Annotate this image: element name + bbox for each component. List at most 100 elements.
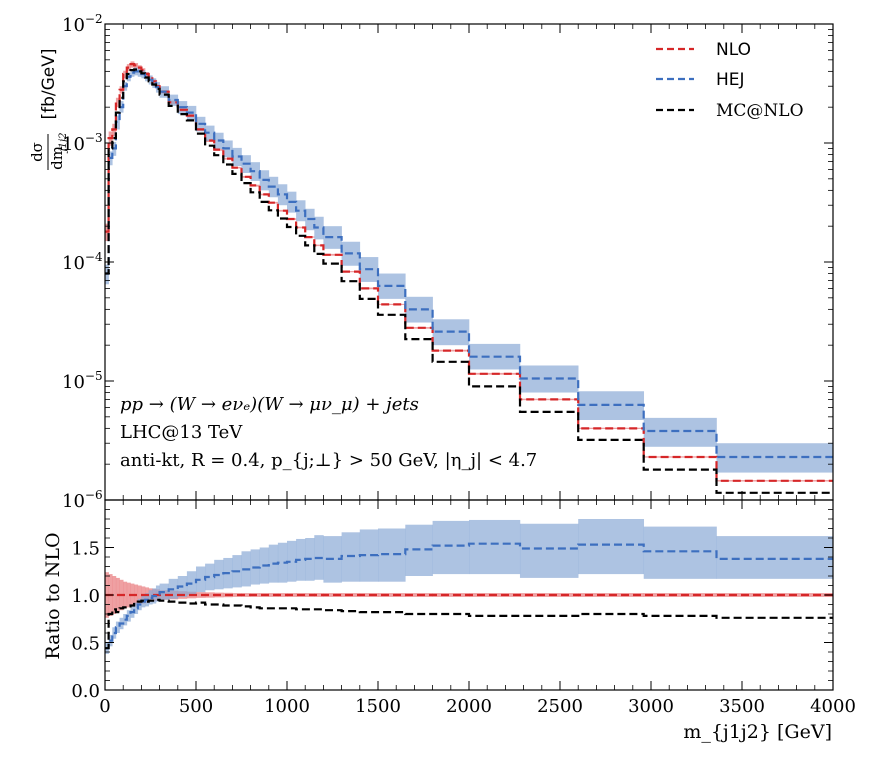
ratio-y-tick-label: 1.5 bbox=[71, 539, 100, 560]
main-band-nlo bbox=[378, 303, 406, 306]
ratio-band-hej bbox=[277, 542, 288, 583]
ylabel-denominator: dm bbox=[48, 146, 66, 170]
main-band-hej bbox=[137, 68, 142, 77]
main-y-tick-label: 10−3 bbox=[62, 131, 103, 155]
main-y-tick-label: 10−5 bbox=[62, 369, 103, 393]
annotation-jet-cuts: anti-kt, R = 0.4, p_{j;⊥} > 50 GeV, |η_j… bbox=[120, 450, 537, 471]
ratio-band-hej bbox=[205, 563, 215, 591]
ratio-band-nlo bbox=[277, 593, 288, 597]
x-axis-label-text: m_{j1j2} [GeV] bbox=[683, 721, 832, 743]
ratio-band-hej bbox=[155, 585, 160, 602]
main-band-hej bbox=[643, 417, 717, 447]
legend: NLO HEJ MC@NLO bbox=[656, 40, 804, 121]
main-y-axis: 10−6 10−5 10−4 10−3 10−2 bbox=[62, 12, 833, 512]
main-line-nlo bbox=[105, 62, 833, 482]
main-band-hej bbox=[250, 162, 260, 181]
ratio-band-nlo bbox=[112, 576, 117, 614]
main-band-nlo bbox=[296, 226, 306, 229]
main-band-nlo bbox=[115, 97, 120, 108]
ratio-band-hej bbox=[716, 536, 833, 579]
main-band-hej bbox=[232, 147, 242, 167]
main-y-tick-label: 10−4 bbox=[62, 250, 103, 274]
ratio-band-hej bbox=[134, 602, 139, 614]
x-tick-label: 4000 bbox=[810, 696, 856, 717]
ratio-band-nlo bbox=[241, 593, 251, 597]
main-band-hej bbox=[578, 391, 645, 421]
ratio-band-hej bbox=[126, 610, 131, 622]
ratio-band-hej bbox=[296, 538, 306, 581]
main-band-nlo bbox=[519, 398, 579, 401]
x-tick-label: 3000 bbox=[628, 696, 674, 717]
ratio-band-nlo bbox=[643, 593, 717, 597]
ratio-uncertainty-bands bbox=[105, 519, 833, 654]
annotations: pp → (W → eνₑ)(W → μν_μ) + jets LHC@13 T… bbox=[120, 394, 537, 471]
x-tick-label: 1000 bbox=[264, 696, 310, 717]
ratio-band-nlo bbox=[323, 593, 342, 597]
ratio-band-hej bbox=[115, 621, 120, 633]
main-band-nlo bbox=[341, 271, 361, 273]
ratio-band-hej bbox=[359, 529, 379, 582]
ratio-band-hej bbox=[196, 566, 206, 593]
main-band-hej bbox=[115, 115, 120, 130]
annotation-collider: LHC@13 TeV bbox=[120, 422, 243, 443]
main-band-hej bbox=[205, 125, 215, 141]
ratio-band-nlo bbox=[123, 581, 128, 609]
main-y-axis-label: dσ dm j1j2 [fb/GeV] bbox=[28, 48, 69, 170]
legend-label-nlo: NLO bbox=[716, 40, 751, 60]
ratio-line-hej bbox=[105, 542, 833, 650]
ratio-band-hej bbox=[643, 526, 717, 579]
ratio-band-hej bbox=[148, 590, 153, 605]
ylabel-unit: [fb/GeV] bbox=[39, 48, 59, 119]
ylabel-numerator: dσ bbox=[28, 142, 46, 162]
ratio-y-tick-label: 1.0 bbox=[71, 586, 100, 607]
x-axis-label: m_{j1j2} [GeV] bbox=[683, 721, 832, 743]
main-y-tick-label: 10−2 bbox=[62, 12, 103, 36]
main-uncertainty-bands bbox=[105, 61, 833, 482]
legend-entry-hej: HEJ bbox=[656, 70, 745, 90]
main-band-hej bbox=[168, 94, 179, 106]
ratio-band-hej bbox=[469, 519, 521, 575]
ratio-band-nlo bbox=[196, 592, 206, 598]
legend-entry-nlo: NLO bbox=[656, 40, 751, 60]
legend-label-hej: HEJ bbox=[716, 70, 745, 90]
ratio-line-mcnlo bbox=[105, 598, 833, 650]
main-band-nlo bbox=[323, 253, 342, 256]
ratio-band-hej bbox=[432, 520, 470, 575]
x-tick-label: 1500 bbox=[355, 696, 401, 717]
ratio-y-axis-label: Ratio to NLO bbox=[42, 532, 64, 659]
main-series-lines bbox=[105, 62, 833, 494]
ratio-x-axis: 0 500 1000 1500 2000 2500 3000 3500 4000 bbox=[99, 500, 856, 717]
ratio-band-nlo bbox=[314, 593, 324, 597]
main-y-tick-label: 10−6 bbox=[62, 488, 103, 512]
x-tick-label: 3500 bbox=[719, 696, 765, 717]
ratio-band-nlo bbox=[126, 582, 131, 608]
main-line-mcnlo bbox=[105, 68, 833, 494]
main-band-nlo bbox=[277, 209, 288, 212]
main-band-hej bbox=[314, 216, 324, 240]
x-tick-label: 0 bbox=[99, 696, 110, 717]
ratio-band-nlo bbox=[378, 593, 406, 597]
main-band-nlo bbox=[123, 70, 128, 79]
ratio-band-nlo bbox=[716, 593, 833, 597]
main-band-hej bbox=[152, 78, 157, 88]
ratio-panel: 0.0 0.5 1.0 1.5 0 500 1000 1500 2000 2500 3000 350… bbox=[42, 499, 856, 743]
main-band-nlo bbox=[314, 244, 324, 247]
legend-entry-mcatnlo: MC@NLO bbox=[656, 101, 804, 121]
legend-label-mcatnlo: MC@NLO bbox=[716, 101, 804, 121]
ratio-series-lines bbox=[105, 542, 833, 650]
main-x-ticks bbox=[104, 24, 834, 500]
ratio-band-nlo bbox=[137, 585, 142, 605]
ratio-y-tick-label: 0.5 bbox=[71, 634, 100, 655]
main-line-hej bbox=[105, 70, 833, 459]
ratio-band-hej bbox=[519, 523, 579, 578]
main-band-hej bbox=[296, 200, 306, 222]
annotation-process: pp → (W → eνₑ)(W → μν_μ) + jets bbox=[120, 394, 419, 415]
x-tick-label: 2500 bbox=[537, 696, 583, 717]
ratio-band-nlo bbox=[205, 592, 215, 598]
x-tick-label: 500 bbox=[179, 696, 213, 717]
ratio-y-axis: 0.0 0.5 1.0 1.5 bbox=[71, 509, 833, 702]
x-tick-label: 2000 bbox=[446, 696, 492, 717]
ratio-band-nlo bbox=[432, 593, 470, 597]
ratio-y-tick-label: 0.0 bbox=[71, 681, 100, 702]
